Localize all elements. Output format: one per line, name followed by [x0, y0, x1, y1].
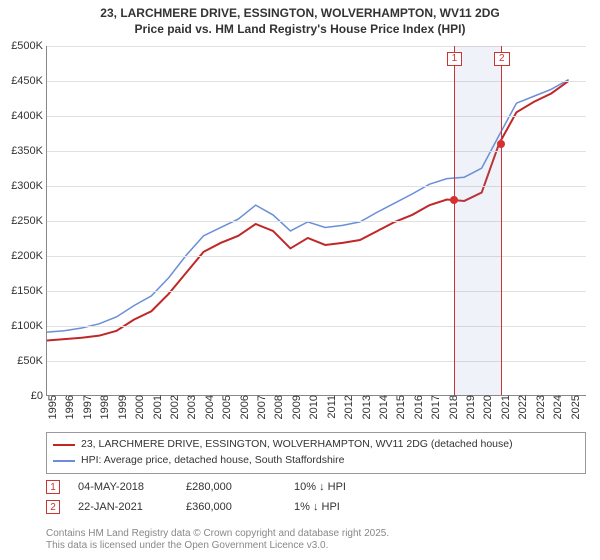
x-axis-label: 2021: [496, 395, 512, 419]
gridline: [47, 361, 586, 362]
x-axis-label: 2019: [461, 395, 477, 419]
sale-date: 04-MAY-2018: [78, 481, 168, 493]
x-axis-label: 2023: [531, 395, 547, 419]
gridline: [47, 116, 586, 117]
y-axis-label: £450K: [11, 75, 47, 87]
sale-point-marker: [450, 196, 458, 204]
x-axis-label: 2017: [426, 395, 442, 419]
x-axis-label: 2015: [391, 395, 407, 419]
sale-price: £360,000: [186, 501, 276, 513]
y-axis-label: £350K: [11, 145, 47, 157]
sale-row: 1 04-MAY-2018 £280,000 10% ↓ HPI: [46, 480, 384, 494]
x-axis-label: 1998: [95, 395, 111, 419]
x-axis-label: 2018: [444, 395, 460, 419]
y-axis-label: £400K: [11, 110, 47, 122]
x-axis-label: 2013: [357, 395, 373, 419]
x-axis-label: 2014: [374, 395, 390, 419]
x-axis-label: 2004: [200, 395, 216, 419]
plot-area: £0£50K£100K£150K£200K£250K£300K£350K£400…: [46, 46, 586, 396]
legend-label: HPI: Average price, detached house, Sout…: [81, 453, 344, 469]
x-axis-label: 1999: [113, 395, 129, 419]
gridline: [47, 81, 586, 82]
annotation-band: [454, 46, 501, 395]
x-axis-label: 2009: [287, 395, 303, 419]
sale-marker: 1: [46, 480, 60, 494]
chart-title: 23, LARCHMERE DRIVE, ESSINGTON, WOLVERHA…: [0, 0, 600, 37]
y-axis-label: £500K: [11, 40, 47, 52]
gridline: [47, 326, 586, 327]
legend-row: HPI: Average price, detached house, Sout…: [53, 453, 579, 469]
x-axis-label: 2006: [235, 395, 251, 419]
legend-row: 23, LARCHMERE DRIVE, ESSINGTON, WOLVERHA…: [53, 437, 579, 453]
sale-pct: 10% ↓ HPI: [294, 481, 384, 493]
x-axis-label: 2025: [566, 395, 582, 419]
x-axis-label: 2001: [148, 395, 164, 419]
sale-pct: 1% ↓ HPI: [294, 501, 384, 513]
title-line-2: Price paid vs. HM Land Registry's House …: [0, 22, 600, 38]
footer-line-1: Contains HM Land Registry data © Crown c…: [46, 528, 389, 540]
y-axis-label: £50K: [17, 355, 47, 367]
sales-table: 1 04-MAY-2018 £280,000 10% ↓ HPI 2 22-JAN-202…: [46, 480, 384, 520]
x-axis-label: 2024: [548, 395, 564, 419]
annotation-line: [454, 46, 455, 395]
y-axis-label: £150K: [11, 285, 47, 297]
y-axis-label: £200K: [11, 250, 47, 262]
y-axis-label: £100K: [11, 320, 47, 332]
gridline: [47, 46, 586, 47]
x-axis-label: 2003: [182, 395, 198, 419]
x-axis-label: 2008: [269, 395, 285, 419]
x-axis-label: 2022: [513, 395, 529, 419]
sale-row: 2 22-JAN-2021 £360,000 1% ↓ HPI: [46, 500, 384, 514]
sale-point-marker: [497, 140, 505, 148]
x-axis-label: 2016: [409, 395, 425, 419]
legend-label: 23, LARCHMERE DRIVE, ESSINGTON, WOLVERHA…: [81, 437, 513, 453]
y-axis-label: £250K: [11, 215, 47, 227]
x-axis-label: 2000: [130, 395, 146, 419]
gridline: [47, 221, 586, 222]
x-axis-label: 2002: [165, 395, 181, 419]
gridline: [47, 291, 586, 292]
annotation-marker: 1: [447, 52, 463, 66]
x-axis-label: 2007: [252, 395, 268, 419]
sale-marker: 2: [46, 500, 60, 514]
x-axis-label: 1997: [78, 395, 94, 419]
sale-date: 22-JAN-2021: [78, 501, 168, 513]
x-axis-label: 2010: [304, 395, 320, 419]
gridline: [47, 186, 586, 187]
y-axis-label: £300K: [11, 180, 47, 192]
x-axis-label: 1995: [43, 395, 59, 419]
legend-swatch: [53, 444, 75, 446]
footer-text: Contains HM Land Registry data © Crown c…: [46, 528, 389, 552]
title-line-1: 23, LARCHMERE DRIVE, ESSINGTON, WOLVERHA…: [0, 6, 600, 22]
x-axis-label: 2020: [478, 395, 494, 419]
legend-box: 23, LARCHMERE DRIVE, ESSINGTON, WOLVERHA…: [46, 432, 586, 474]
legend-swatch: [53, 460, 75, 462]
chart-container: 23, LARCHMERE DRIVE, ESSINGTON, WOLVERHA…: [0, 0, 600, 560]
sale-price: £280,000: [186, 481, 276, 493]
x-axis-label: 2011: [322, 395, 338, 419]
x-axis-label: 1996: [60, 395, 76, 419]
x-axis-label: 2012: [339, 395, 355, 419]
annotation-marker: 2: [494, 52, 510, 66]
gridline: [47, 151, 586, 152]
footer-line-2: This data is licensed under the Open Gov…: [46, 540, 389, 552]
annotation-line: [501, 46, 502, 395]
x-axis-label: 2005: [217, 395, 233, 419]
gridline: [47, 256, 586, 257]
